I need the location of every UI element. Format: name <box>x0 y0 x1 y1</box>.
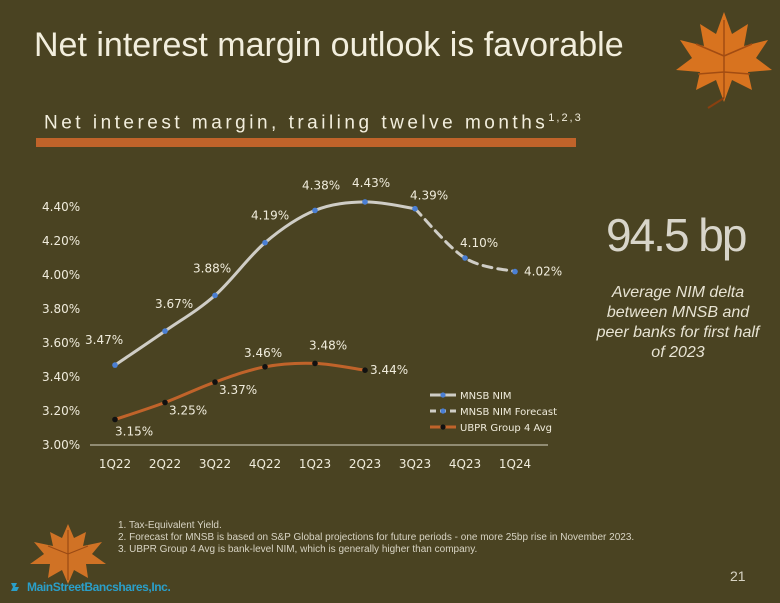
data-point <box>312 360 318 367</box>
x-tick-label: 3Q23 <box>399 457 431 471</box>
data-point <box>262 364 268 370</box>
data-point <box>362 199 368 205</box>
data-point <box>362 367 368 374</box>
data-label: 3.15% <box>115 425 153 439</box>
chart-subtitle: Net interest margin, trailing twelve mon… <box>44 112 583 134</box>
x-tick-label: 1Q23 <box>299 457 331 471</box>
company-logo: MainStreetBancshares,Inc. <box>10 580 171 594</box>
data-label: 4.38% <box>302 178 340 192</box>
x-tick-label: 4Q23 <box>449 457 481 471</box>
data-label: 3.48% <box>309 338 347 352</box>
y-tick-label: 3.60% <box>42 336 80 350</box>
footnote-2: 2. Forecast for MNSB is based on S&P Glo… <box>118 532 635 543</box>
data-label: 3.67% <box>155 297 193 311</box>
data-label: 3.37% <box>219 383 257 397</box>
data-label: 4.19% <box>251 209 289 223</box>
y-tick-label: 4.40% <box>42 200 80 214</box>
chart-subtitle-text: Net interest margin, trailing twelve mon… <box>44 112 549 134</box>
footnote-1: 1. Tax-Equivalent Yield. <box>118 520 222 531</box>
y-tick-label: 3.20% <box>42 404 80 418</box>
data-label: 3.88% <box>193 261 231 275</box>
data-point <box>462 255 468 261</box>
legend-label: MNSB NIM <box>460 391 512 402</box>
nim-line-chart: 3.00% 3.20% 3.40% 3.60% 3.80% 4.00% 4.20% 4.40%… <box>42 176 562 471</box>
legend-label: UBPR Group 4 Avg <box>460 423 552 434</box>
accent-bar <box>36 138 576 147</box>
legend-marker <box>440 392 446 398</box>
data-label: 3.25% <box>169 404 207 418</box>
data-point <box>312 207 318 214</box>
data-label: 3.44% <box>370 363 408 377</box>
logo-mark-icon <box>11 583 19 591</box>
y-tick-label: 3.00% <box>42 438 80 452</box>
y-tick-label: 4.00% <box>42 268 80 282</box>
data-point <box>162 328 168 334</box>
y-tick-label: 3.40% <box>42 370 80 384</box>
y-tick-label: 3.80% <box>42 302 80 316</box>
x-tick-label: 4Q22 <box>249 457 281 471</box>
data-point <box>512 268 518 275</box>
footnote-3: 3. UBPR Group 4 Avg is bank-level NIM, w… <box>118 544 478 555</box>
stat-description: Average NIM delta between MNSB and peer … <box>596 284 760 361</box>
slide-title: Net interest margin outlook is favorable <box>34 26 624 64</box>
data-point <box>412 205 418 212</box>
data-label: 3.46% <box>244 346 282 360</box>
data-label: 3.47% <box>85 333 123 347</box>
maple-leaf-icon <box>30 524 106 584</box>
legend-marker <box>440 424 446 430</box>
y-tick-label: 4.20% <box>42 234 80 248</box>
x-tick-label: 1Q24 <box>499 457 531 471</box>
footnotes: 1. Tax-Equivalent Yield. 2. Forecast for… <box>118 520 634 556</box>
logo-text: MainStreetBancshares,Inc. <box>27 580 171 594</box>
data-point <box>112 416 118 423</box>
data-point <box>212 379 218 385</box>
big-stat: 94.5 bp <box>606 209 747 261</box>
x-tick-label: 2Q23 <box>349 457 381 471</box>
series-line <box>113 361 367 421</box>
legend-label: MNSB NIM Forecast <box>460 407 557 418</box>
data-label: 4.39% <box>410 189 448 203</box>
x-tick-label: 1Q22 <box>99 457 131 471</box>
legend-marker <box>440 408 446 414</box>
data-point <box>112 362 118 368</box>
maple-leaf-icon <box>676 12 772 109</box>
x-tick-label: 3Q22 <box>199 457 231 471</box>
series-line <box>113 200 417 367</box>
data-point <box>162 399 168 406</box>
x-tick-label: 2Q22 <box>149 457 181 471</box>
data-label: 4.02% <box>524 265 562 279</box>
footnote-refs: 1,2,3 <box>548 112 583 124</box>
data-point <box>262 239 268 246</box>
data-label: 4.10% <box>460 236 498 250</box>
data-label: 4.43% <box>352 176 390 190</box>
page-number: 21 <box>730 568 746 584</box>
data-point <box>212 292 218 299</box>
